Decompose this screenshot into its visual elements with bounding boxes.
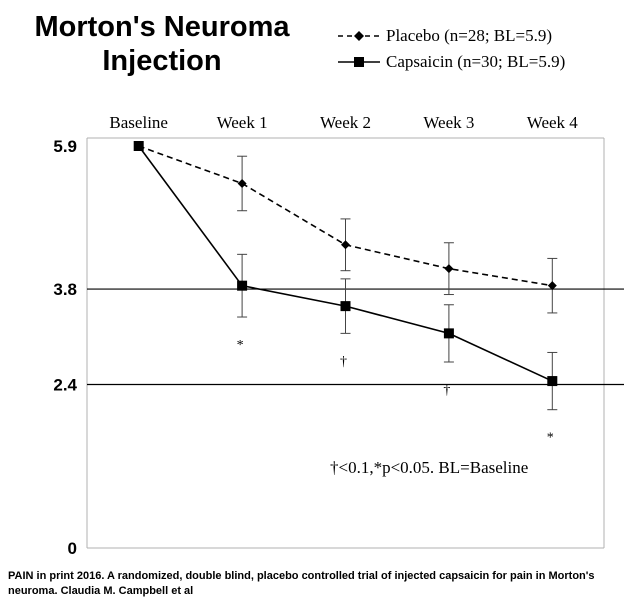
legend: Placebo (n=28; BL=5.9) Capsaicin (n=30; … xyxy=(336,24,636,76)
y-tick-label: 2.4 xyxy=(53,375,77,394)
significance-mark: † xyxy=(443,383,450,398)
legend-swatch-placebo xyxy=(338,31,380,41)
significance-mark: * xyxy=(547,431,554,446)
x-tick-label: Week 3 xyxy=(423,113,474,132)
x-tick-label: Week 4 xyxy=(527,113,579,132)
significance-note: †<0.1,*p<0.05. BL=Baseline xyxy=(330,458,529,477)
data-point-capsaicin xyxy=(340,301,351,312)
chart-title: Morton's Neuroma Injection xyxy=(34,11,290,77)
y-tick-label: 3.8 xyxy=(53,280,77,299)
x-tick-label: Baseline xyxy=(109,113,168,132)
data-point-placebo xyxy=(237,178,247,188)
legend-label-placebo: Placebo (n=28; BL=5.9) xyxy=(386,26,553,45)
y-tick-label: 5.9 xyxy=(53,137,77,156)
data-point-placebo xyxy=(547,281,557,291)
data-point-capsaicin xyxy=(237,280,248,291)
legend-swatch-capsaicin xyxy=(338,57,380,67)
legend-item-placebo: Placebo (n=28; BL=5.9) xyxy=(336,24,636,50)
data-point-placebo xyxy=(444,264,454,274)
significance-mark: * xyxy=(237,338,244,353)
legend-label-capsaicin: Capsaicin (n=30; BL=5.9) xyxy=(386,52,566,71)
x-tick-label: Week 1 xyxy=(217,113,268,132)
data-point-capsaicin xyxy=(547,376,558,387)
data-point-placebo xyxy=(341,240,350,250)
y-tick-label: 0 xyxy=(68,539,77,558)
x-tick-label: Week 2 xyxy=(320,113,371,132)
significance-mark: † xyxy=(340,354,347,369)
data-point-capsaicin xyxy=(133,141,144,151)
data-point-capsaicin xyxy=(443,328,454,339)
legend-item-capsaicin: Capsaicin (n=30; BL=5.9) xyxy=(336,50,636,76)
citation-footer: PAIN in print 2016. A randomized, double… xyxy=(8,570,595,597)
